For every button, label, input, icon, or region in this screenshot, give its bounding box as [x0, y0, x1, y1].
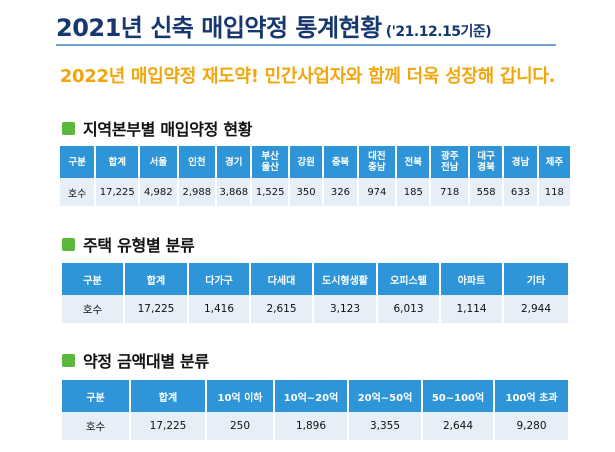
col-header: 전북	[395, 146, 431, 178]
table-cell: 9,280	[493, 412, 568, 440]
col-header: 구분	[62, 380, 130, 412]
col-header: 50~100억	[421, 380, 494, 412]
col-header: 대구 경북	[467, 146, 504, 178]
col-header: 오피스텔	[376, 263, 440, 295]
table-header-row: 구분 합계 서울 인천 경기 부산 울산 강원 충북 대전 충남 전북 광주 전…	[60, 146, 570, 178]
col-header: 광주 전남	[429, 146, 469, 178]
table-cell: 1,114	[439, 295, 503, 323]
col-header: 강원	[287, 146, 324, 178]
col-header: 경남	[502, 146, 538, 178]
table-cell: 3,355	[347, 412, 422, 440]
col-header: 합계	[94, 146, 140, 178]
table-cell: 350	[287, 178, 324, 206]
table-cell: 118	[536, 178, 570, 206]
col-header: 20억~50억	[347, 380, 422, 412]
title-underline	[56, 44, 556, 46]
table-cell: 2,615	[249, 295, 313, 323]
table-header-row: 구분 합계 10억 이하 10억~20억 20억~50억 50~100억 100…	[62, 380, 568, 412]
section-title-type: 주택 유형별 분류	[83, 236, 195, 255]
table-header-row: 구분 합계 다가구 다세대 도시형생활 오피스텔 아파트 기타	[62, 263, 568, 295]
table-cell: 1,416	[187, 295, 250, 323]
table-cell: 3,868	[215, 178, 252, 206]
col-header: 10억~20억	[273, 380, 348, 412]
table-cell: 1,525	[250, 178, 289, 206]
table-cell: 호수	[60, 178, 96, 206]
section-title-amount: 약정 금액대별 분류	[83, 352, 209, 371]
green-square-icon	[62, 121, 75, 135]
page-title-text: 2021년 신축 매입약정 통계현황	[56, 14, 382, 42]
col-header: 10억 이하	[205, 380, 274, 412]
table-cell: 326	[322, 178, 358, 206]
page-subtitle: ('21.12.15기준)	[385, 24, 492, 40]
table-cell: 558	[467, 178, 504, 206]
table-cell: 974	[356, 178, 397, 206]
section-title-region: 지역본부별 매입약정 현황	[83, 120, 253, 139]
title-wrap: 2021년 신축 매입약정 통계현황 ('21.12.15기준)	[56, 8, 556, 43]
col-header: 100억 초과	[493, 380, 568, 412]
green-square-icon	[62, 237, 75, 251]
amount-table: 구분 합계 10억 이하 10억~20억 20억~50억 50~100억 100…	[62, 380, 568, 440]
col-header: 부산 울산	[250, 146, 289, 178]
table-cell: 17,225	[94, 178, 140, 206]
table-cell: 2,944	[502, 295, 568, 323]
type-table: 구분 합계 다가구 다세대 도시형생활 오피스텔 아파트 기타 호수 17,22…	[62, 263, 568, 323]
table-cell: 250	[205, 412, 274, 440]
col-header: 충북	[322, 146, 358, 178]
table-cell: 633	[502, 178, 538, 206]
col-header: 제주	[536, 146, 570, 178]
green-square-icon	[62, 353, 75, 367]
col-header: 구분	[62, 263, 124, 295]
table-row: 호수 17,225 250 1,896 3,355 2,644 9,280	[62, 412, 568, 440]
table-cell: 호수	[62, 412, 130, 440]
table-cell: 718	[429, 178, 469, 206]
region-table: 구분 합계 서울 인천 경기 부산 울산 강원 충북 대전 충남 전북 광주 전…	[60, 146, 570, 206]
section-head-amount: 약정 금액대별 분류	[62, 348, 209, 372]
slogan: 2022년 매입약정 재도약! 민간사업자와 함께 더욱 성장해 갑니다.	[59, 66, 556, 87]
table-cell: 호수	[62, 295, 124, 323]
table-cell: 17,225	[129, 412, 206, 440]
table-cell: 4,982	[138, 178, 178, 206]
table-cell: 185	[395, 178, 431, 206]
col-header: 경기	[215, 146, 252, 178]
col-header: 구분	[60, 146, 96, 178]
table-cell: 17,225	[123, 295, 188, 323]
section-head-region: 지역본부별 매입약정 현황	[62, 116, 252, 140]
table-cell: 2,988	[176, 178, 217, 206]
col-header: 다세대	[249, 263, 313, 295]
col-header: 서울	[138, 146, 178, 178]
table-row: 호수 17,225 4,982 2,988 3,868 1,525 350 32…	[60, 178, 570, 206]
col-header: 기타	[502, 263, 568, 295]
page-title: 2021년 신축 매입약정 통계현황 ('21.12.15기준)	[56, 8, 556, 43]
table-row: 호수 17,225 1,416 2,615 3,123 6,013 1,114 …	[62, 295, 568, 323]
col-header: 도시형생활	[312, 263, 377, 295]
table-cell: 3,123	[312, 295, 377, 323]
table-cell: 6,013	[376, 295, 440, 323]
col-header: 인천	[176, 146, 217, 178]
table-cell: 1,896	[273, 412, 348, 440]
col-header: 대전 충남	[356, 146, 397, 178]
col-header: 아파트	[439, 263, 503, 295]
section-head-type: 주택 유형별 분류	[62, 232, 195, 256]
col-header: 다가구	[187, 263, 250, 295]
col-header: 합계	[123, 263, 188, 295]
col-header: 합계	[129, 380, 206, 412]
table-cell: 2,644	[421, 412, 494, 440]
